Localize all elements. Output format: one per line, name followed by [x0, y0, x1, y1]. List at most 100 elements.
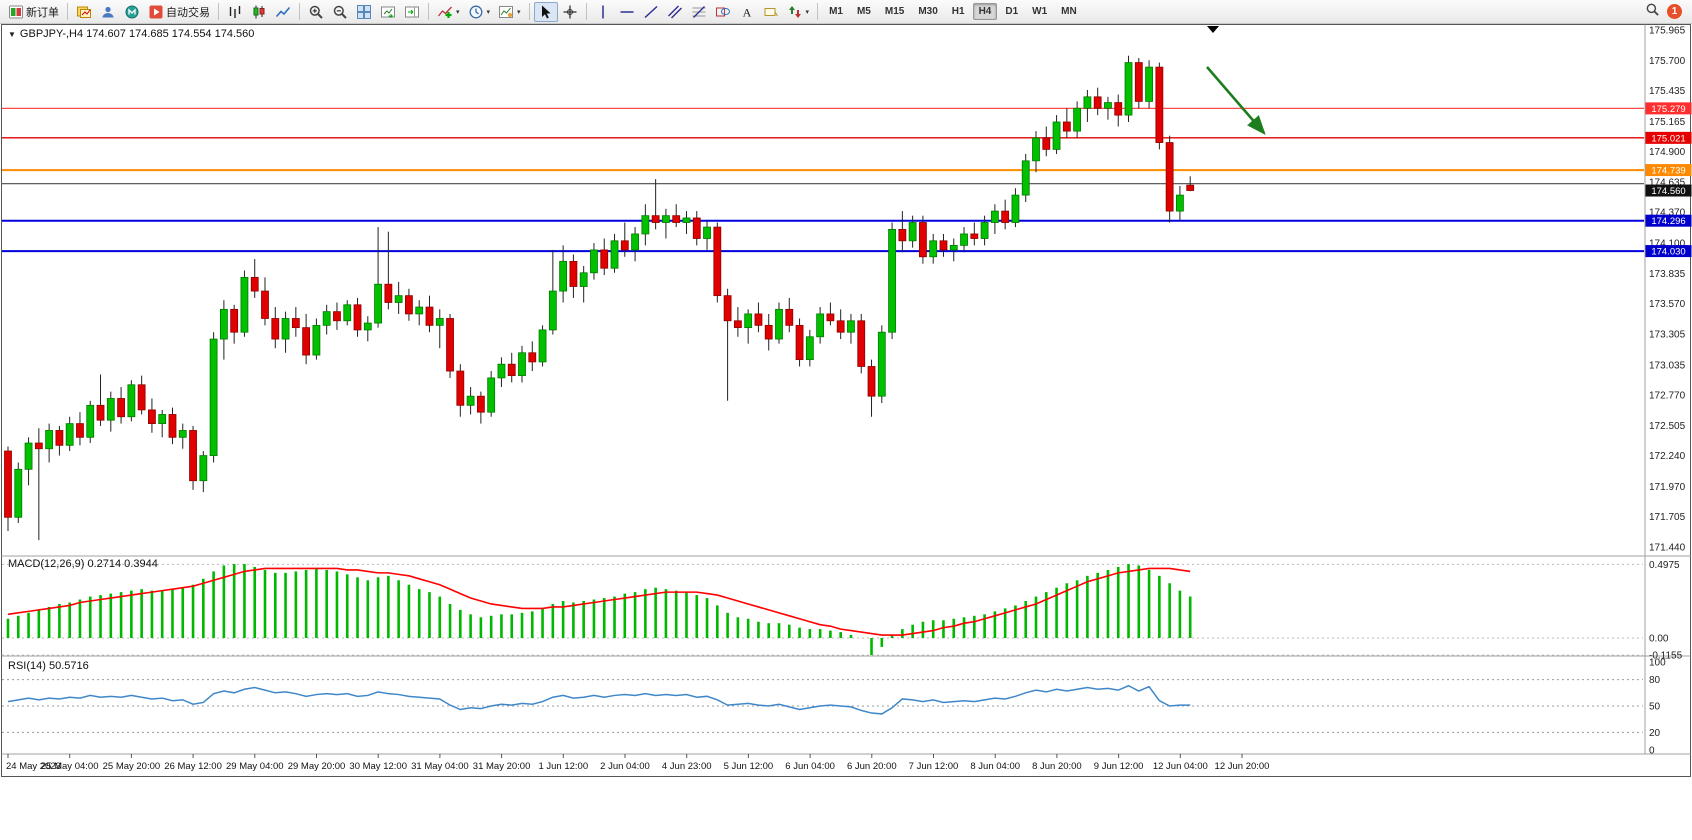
periods-dropdown-icon[interactable]: ▾ — [486, 8, 491, 16]
toolbar-group — [223, 2, 295, 22]
svg-text:6 Jun 20:00: 6 Jun 20:00 — [847, 761, 897, 772]
svg-text:25 May 20:00: 25 May 20:00 — [103, 761, 161, 772]
notification-badge[interactable]: 1 — [1667, 4, 1682, 19]
timeframe-m15-button[interactable]: M15 — [884, 6, 905, 17]
shapes-button[interactable] — [711, 2, 735, 22]
equidistant-channel-button[interactable] — [663, 2, 687, 22]
chart-shift-icon — [404, 4, 420, 20]
equidistant-channel-icon — [667, 4, 683, 20]
auto-scroll-button[interactable] — [376, 2, 400, 22]
vertical-line-button[interactable] — [591, 2, 615, 22]
symbol-dropdown-icon[interactable]: ▼ — [8, 29, 16, 39]
svg-text:A: A — [742, 5, 751, 19]
toolbar-separator — [817, 3, 819, 20]
templates-dropdown-icon[interactable]: ▾ — [517, 8, 521, 16]
fibonacci-icon — [691, 4, 707, 20]
svg-text:174.030: 174.030 — [1651, 247, 1685, 258]
svg-text:8 Jun 20:00: 8 Jun 20:00 — [1032, 761, 1082, 772]
timeframe-m1-button[interactable]: M1 — [829, 6, 843, 17]
svg-text:173.035: 173.035 — [1649, 360, 1686, 371]
symbol-ohlc-text: GBPJPY-,H4 174.607 174.685 174.554 174.5… — [19, 28, 255, 40]
candlestick-chart-button[interactable] — [247, 2, 271, 22]
timeframe-m30-button[interactable]: M30 — [918, 6, 938, 17]
candlestick-series — [4, 55, 1195, 541]
toolbar-separator — [528, 3, 530, 20]
arrows-dropdown-icon[interactable]: ▾ — [805, 8, 810, 16]
cursor-button[interactable] — [533, 1, 558, 22]
svg-text:12 Jun 20:00: 12 Jun 20:00 — [1215, 761, 1270, 772]
new-order-button[interactable]: 新订单 — [4, 2, 63, 22]
svg-text:7 Jun 12:00: 7 Jun 12:00 — [909, 761, 959, 772]
profile-icon — [100, 4, 116, 20]
profile-button[interactable] — [96, 2, 120, 22]
chart-area[interactable]: 175.965 175.700 175.435 175.165 174.900 174.6… — [0, 24, 1692, 840]
new-order-label: 新订单 — [26, 6, 59, 19]
cursor-icon — [538, 4, 554, 20]
market-watch-button[interactable] — [120, 2, 144, 22]
chart-shift-marker[interactable] — [1207, 26, 1219, 33]
text-button[interactable]: A — [735, 2, 759, 22]
auto-scroll-icon — [380, 4, 396, 20]
periods-button[interactable]: ▾ — [464, 2, 495, 22]
chart-shift-button[interactable] — [400, 2, 424, 22]
svg-text:174.100: 174.100 — [1649, 239, 1686, 250]
toolbar: 新订单 自动交易 ▾ ▾ ▾ A ▾ M1 M5 M15 M30 H1 H4 D1 W1 MN 1 — [0, 0, 1692, 24]
line-chart-button[interactable] — [271, 2, 295, 22]
line-chart-icon — [275, 4, 291, 20]
macd-histogram — [6, 564, 1192, 656]
indicators-dropdown-icon[interactable]: ▾ — [456, 8, 460, 16]
svg-text:9 Jun 12:00: 9 Jun 12:00 — [1094, 761, 1144, 772]
svg-text:8 Jun 04:00: 8 Jun 04:00 — [970, 761, 1020, 772]
toolbar-right: 1 — [1645, 2, 1688, 22]
templates-button[interactable]: ▾ — [494, 2, 525, 22]
charts-button[interactable] — [72, 2, 96, 22]
arrows-button[interactable]: ▾ — [783, 2, 814, 22]
timeframe-w1-button[interactable]: W1 — [1032, 6, 1048, 17]
toolbar-group: 新订单 — [4, 2, 63, 22]
indicators-button[interactable]: ▾ — [433, 2, 464, 22]
price-axis[interactable]: 175.965 175.700 175.435 175.165 174.900 174.6… — [1649, 26, 1686, 757]
bar-chart-button[interactable] — [223, 2, 247, 22]
timeframe-mn-button[interactable]: MN — [1061, 6, 1077, 17]
text-label-button[interactable] — [759, 2, 783, 22]
tile-windows-button[interactable] — [352, 2, 376, 22]
svg-text:0: 0 — [1649, 746, 1655, 757]
toolbar-separator — [585, 3, 587, 20]
search-icon[interactable] — [1645, 2, 1660, 22]
zoom-in-button[interactable] — [304, 2, 328, 22]
svg-text:30 May 12:00: 30 May 12:00 — [349, 761, 407, 772]
timeframe-h4-button[interactable]: H4 — [972, 3, 998, 20]
svg-text:171.970: 171.970 — [1649, 482, 1686, 493]
chart-canvas[interactable]: 175.965 175.700 175.435 175.165 174.900 174.6… — [0, 24, 1692, 840]
timeframe-group: M1 M5 M15 M30 H1 H4 D1 W1 MN — [822, 3, 1084, 20]
auto-trading-button[interactable]: 自动交易 — [144, 2, 214, 22]
trendline-button[interactable] — [639, 2, 663, 22]
horizontal-level-lines[interactable] — [2, 107, 1644, 253]
timeframe-h1-button[interactable]: H1 — [951, 6, 965, 17]
zoom-out-button[interactable] — [328, 2, 352, 22]
fibonacci-button[interactable] — [687, 2, 711, 22]
timeframe-d1-button[interactable]: D1 — [1005, 6, 1019, 17]
indicators-icon — [437, 4, 453, 20]
horizontal-line-button[interactable] — [615, 2, 639, 22]
horizontal-line-icon — [619, 4, 635, 20]
crosshair-button[interactable] — [558, 2, 582, 22]
svg-text:29 May 20:00: 29 May 20:00 — [288, 761, 346, 772]
toolbar-separator — [428, 3, 429, 20]
tile-windows-icon — [356, 4, 372, 20]
periods-icon — [468, 4, 484, 20]
svg-text:0.4975: 0.4975 — [1649, 560, 1680, 571]
toolbar-separator — [299, 3, 300, 20]
market-watch-icon — [124, 4, 140, 20]
zoom-out-icon — [332, 4, 348, 20]
text-label-icon — [763, 4, 779, 20]
trend-arrow-annotation[interactable] — [1206, 66, 1266, 135]
timeframe-m5-button[interactable]: M5 — [856, 6, 871, 17]
rsi-indicator-label: RSI(14) 50.5716 — [8, 660, 89, 672]
svg-text:31 May 04:00: 31 May 04:00 — [411, 761, 469, 772]
svg-text:174.296: 174.296 — [1651, 216, 1685, 227]
svg-text:174.560: 174.560 — [1651, 186, 1685, 197]
arrows-icon — [787, 4, 803, 20]
